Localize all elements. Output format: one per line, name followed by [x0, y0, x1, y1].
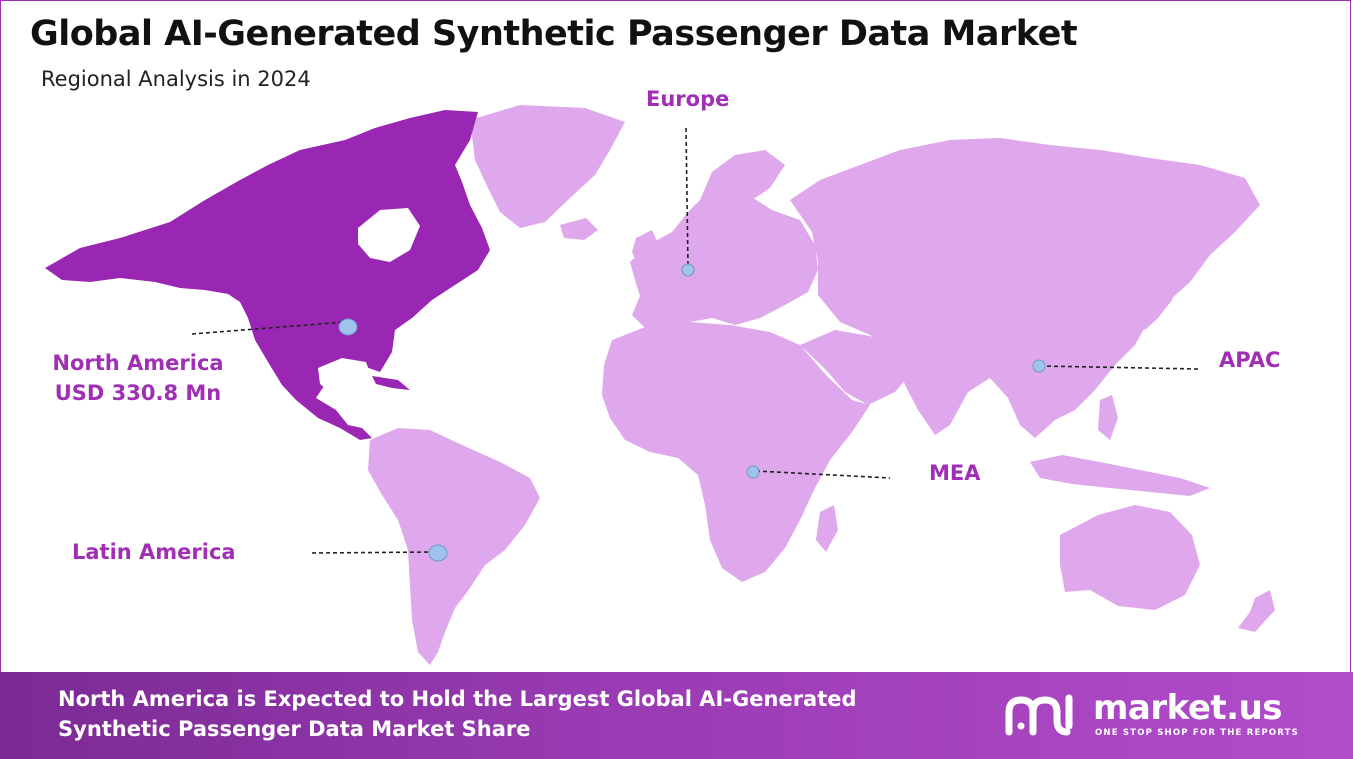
madagascar-shape: [816, 505, 838, 552]
north-america-label: North America USD 330.8 Mn: [38, 348, 238, 408]
hudson-bay-shape: [358, 208, 420, 262]
scandinavia-shape: [700, 150, 785, 218]
iceland-shape: [560, 218, 598, 240]
europe-leader: [685, 127, 689, 267]
brand-logo-block: market.us ONE STOP SHOP FOR THE REPORTS: [1003, 688, 1323, 750]
mea-marker: [746, 465, 760, 479]
latin-america-label: Latin America: [72, 540, 236, 564]
brand-name: market.us: [1093, 688, 1283, 728]
north-america-marker: [338, 318, 358, 336]
north-america-name: North America: [52, 351, 224, 375]
asia-shape: [790, 138, 1260, 438]
apac-label: APAC: [1219, 348, 1281, 372]
japan-shape: [1136, 258, 1180, 330]
apac-leader: [1039, 365, 1199, 370]
arabia-shape: [800, 330, 912, 405]
footer-banner: North America is Expected to Hold the La…: [0, 672, 1353, 759]
mea-label: MEA: [929, 461, 981, 485]
north-america-value: USD 330.8 Mn: [54, 381, 222, 405]
gulf-of-mexico-shape: [318, 358, 372, 394]
latin-america-marker: [428, 544, 448, 562]
apac-marker: [1032, 359, 1046, 373]
europe-label: Europe: [646, 87, 730, 111]
south-america-shape: [368, 428, 540, 665]
footer-text: North America is Expected to Hold the La…: [58, 687, 857, 741]
europe-shape: [630, 188, 818, 330]
caribbean-shape: [372, 376, 410, 390]
market-us-logo-icon: [1005, 694, 1073, 736]
brand-tagline: ONE STOP SHOP FOR THE REPORTS: [1095, 728, 1299, 738]
philippines-shape: [1098, 395, 1118, 440]
europe-marker: [681, 263, 695, 277]
latin-america-leader: [311, 551, 437, 554]
mea-leader: [755, 470, 891, 479]
north-america-leader: [191, 321, 346, 335]
greenland-shape: [470, 105, 625, 228]
page-subtitle: Regional Analysis in 2024: [41, 67, 311, 91]
page-title: Global AI-Generated Synthetic Passenger …: [30, 14, 1078, 54]
north-america-shape: [45, 110, 490, 440]
southeast-asia-shape: [1030, 455, 1210, 496]
africa-shape: [602, 322, 870, 582]
new-zealand-shape: [1238, 590, 1275, 632]
australia-shape: [1060, 505, 1200, 610]
uk-shape: [632, 230, 660, 268]
